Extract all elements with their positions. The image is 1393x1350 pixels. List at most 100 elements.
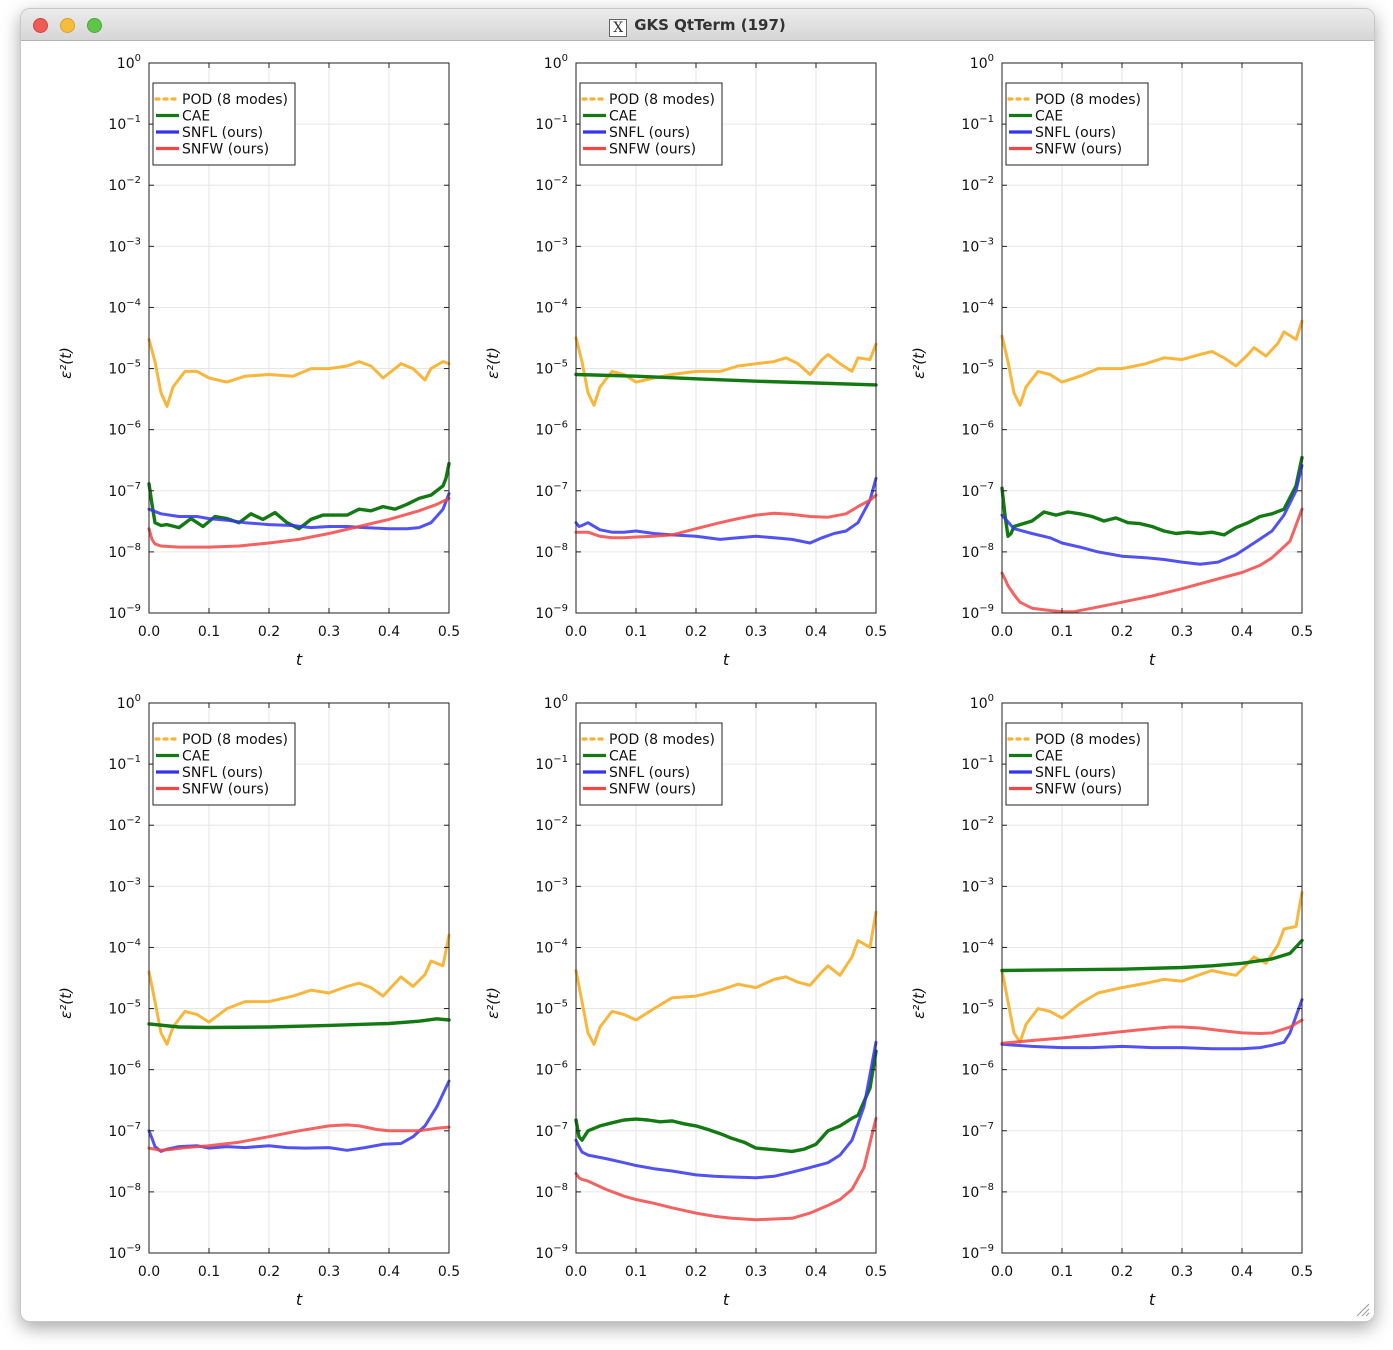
y-tick-label: 10−3 [108,876,141,895]
y-tick-label: 10−1 [108,754,141,773]
x-tick-label: 0.2 [685,624,707,640]
legend-box [579,722,723,806]
y-axis-label: ε²(t) [910,987,928,1019]
chart-3: 0.0 0.1 0.2 0.3 0.4 0.5 10−9 10−8 10−7 10−6 10−5 10… [910,53,1313,669]
legend-label-pod: POD (8 modes) [1035,732,1141,748]
y-axis-label: ε²(t) [910,347,928,379]
series-pod-line [1000,319,1304,407]
plot-frame [148,702,450,1254]
x-tick-label: 0.2 [258,624,280,640]
legend-label-snfw: SNFW (ours) [1035,782,1122,798]
y-tick-label: 10−7 [961,1121,994,1140]
series-snfw-line [1000,1018,1304,1045]
y-tick-label: 10−5 [535,359,568,378]
y-tick-label: 10−8 [535,1182,568,1201]
y-tick-label: 10−8 [108,542,141,561]
y-tick-label: 10−9 [961,603,994,622]
plot-window: X GKS QtTerm (197) 0.0 0.1 0.2 0.3 0.4 0.5 10−9… [20,8,1375,1322]
legend-box [152,82,296,166]
y-tick-label: 10−1 [535,754,568,773]
y-tick-label: 10−6 [108,1060,141,1079]
minimize-button[interactable] [60,18,75,33]
window-title-group: X GKS QtTerm (197) [21,16,1374,37]
legend-label-cae: CAE [609,109,637,125]
zoom-button[interactable] [87,18,102,33]
y-tick-label: 10−2 [108,175,141,194]
y-tick-label: 10−7 [108,481,141,500]
y-tick-label: 100 [970,693,994,712]
legend-label-snfw: SNFW (ours) [182,142,269,158]
resize-grip-icon[interactable] [1354,1301,1370,1317]
y-axis-label: ε²(t) [57,347,75,379]
y-tick-label: 10−1 [961,754,994,773]
x-tick-label: 0.3 [318,1264,340,1280]
close-button[interactable] [33,18,48,33]
y-tick-label: 10−6 [535,1060,568,1079]
y-tick-label: 10−4 [108,937,141,956]
x-tick-label: 0.5 [865,624,887,640]
legend-box [579,82,723,166]
y-tick-label: 10−5 [961,359,994,378]
series-pod-line [574,910,878,1046]
y-tick-label: 100 [117,53,141,72]
legend-label-snfl: SNFL (ours) [1035,125,1116,141]
series-snfw-line [147,1123,451,1152]
plots-grid: 0.0 0.1 0.2 0.3 0.4 0.5 10−9 10−8 10−7 10−6 10−5 10… [57,53,1313,1309]
legend-label-snfw: SNFW (ours) [609,142,696,158]
series-cae-line [1000,938,1304,973]
y-tick-label: 10−3 [961,876,994,895]
series-pod-line [147,337,451,408]
x-tick-label: 0.1 [1051,624,1073,640]
y-tick-label: 10−7 [535,481,568,500]
y-tick-label: 10−9 [108,1243,141,1262]
y-tick-label: 10−1 [535,114,568,133]
x-tick-label: 0.0 [991,624,1013,640]
x-axis-label: t [1149,1290,1156,1309]
plot-canvas: 0.0 0.1 0.2 0.3 0.4 0.5 10−9 10−8 10−7 10−6 10−5 10… [21,41,1374,1321]
y-tick-label: 10−4 [108,297,141,316]
x-tick-label: 0.3 [1171,1264,1193,1280]
plot-frame [1001,62,1303,614]
y-tick-label: 10−6 [961,420,994,439]
legend-label-snfl: SNFL (ours) [182,765,263,781]
legend-label-pod: POD (8 modes) [609,92,715,108]
x-tick-label: 0.4 [1231,1264,1253,1280]
legend-label-cae: CAE [1035,109,1063,125]
x-tick-label: 0.4 [805,624,827,640]
x-tick-label: 0.1 [625,1264,647,1280]
series-snfw-line [574,1116,878,1222]
y-tick-label: 10−6 [535,420,568,439]
x-tick-label: 0.0 [565,1264,587,1280]
x-axis-label: t [723,650,730,669]
y-tick-label: 10−8 [961,1182,994,1201]
title-bar[interactable]: X GKS QtTerm (197) [21,9,1374,41]
plot-frame [1001,702,1303,1254]
chart-6: 0.0 0.1 0.2 0.3 0.4 0.5 10−9 10−8 10−7 10−6 10−5 10… [910,693,1313,1309]
x-tick-label: 0.2 [685,1264,707,1280]
x-axis-label: t [1149,650,1156,669]
y-axis-label: ε²(t) [484,347,502,379]
y-tick-label: 10−9 [961,1243,994,1262]
legend-label-snfw: SNFW (ours) [1035,142,1122,158]
series-snfw-line [574,493,878,540]
x-tick-label: 0.2 [1111,624,1133,640]
x-tick-label: 0.0 [991,1264,1013,1280]
x-axis-label: t [296,650,303,669]
x-tick-label: 0.1 [625,624,647,640]
x-tick-label: 0.0 [138,624,160,640]
y-tick-label: 100 [544,53,568,72]
y-tick-label: 10−8 [535,542,568,561]
y-tick-label: 10−3 [108,236,141,255]
legend-label-cae: CAE [182,749,210,765]
chart-1: 0.0 0.1 0.2 0.3 0.4 0.5 10−9 10−8 10−7 10−6 10−5 10… [57,53,460,669]
x-tick-label: 0.1 [1051,1264,1073,1280]
x-axis-label: t [723,1290,730,1309]
legend-box [1005,722,1149,806]
y-axis-label: ε²(t) [57,987,75,1019]
x-tick-label: 0.5 [1291,624,1313,640]
